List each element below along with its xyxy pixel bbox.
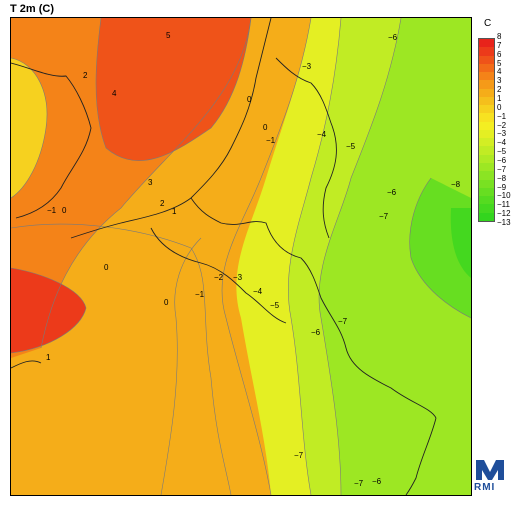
contour-label: 1	[46, 353, 51, 362]
legend-tick-label: −5	[497, 147, 507, 157]
legend-tick-label: −13	[497, 218, 511, 227]
rmi-logo-icon	[476, 460, 504, 480]
coastlines-borders	[11, 18, 437, 495]
contour-label: 1	[172, 207, 177, 216]
contour-label: −6	[311, 328, 321, 337]
legend-tick-label: −3	[497, 129, 507, 139]
contour-label: −7	[379, 212, 389, 221]
legend-tick-label: −1	[497, 111, 507, 121]
legend-swatch	[479, 138, 494, 147]
band-coldest	[450, 208, 471, 278]
legend-tick-label: −6	[497, 156, 507, 165]
legend-tick-label: 3	[497, 76, 502, 86]
legend-tick-label: −7	[497, 164, 507, 174]
contour-label: −5	[270, 301, 280, 310]
logo-text: RMI	[474, 482, 496, 493]
legend-tick-label: 1	[497, 94, 502, 103]
legend-swatch	[479, 154, 494, 163]
legend-tick-label: 5	[497, 58, 502, 68]
legend-tick-label: −11	[497, 200, 510, 210]
contour-label: −6	[372, 477, 382, 486]
legend-tick-label: −12	[497, 209, 511, 219]
legend-swatch	[479, 80, 494, 89]
legend-swatch	[479, 212, 494, 221]
band-cool-west	[11, 58, 47, 198]
legend-swatch	[479, 47, 494, 56]
map-title: T 2m (C)	[10, 3, 54, 15]
legend-tick-label: 6	[497, 49, 502, 59]
contour-label: −1	[266, 136, 276, 145]
legend-swatch	[479, 96, 494, 106]
temperature-map: 5 4 3 2 2 1 0 −1 0 0 1 −1 −2 −3 −4 −5 −6…	[10, 17, 472, 496]
legend-tick-label: 8	[497, 32, 502, 41]
contour-label: 2	[160, 199, 165, 208]
legend-tick-label: 0	[497, 102, 502, 112]
band-5	[318, 18, 471, 495]
contour-label: −6	[388, 33, 398, 42]
contour-label: 3	[148, 178, 153, 187]
contour-label: −1	[195, 290, 205, 299]
contour-label: −1	[47, 206, 57, 215]
legend-swatch	[479, 146, 494, 155]
legend-swatch	[479, 179, 494, 188]
legend-swatch	[479, 162, 494, 172]
contour-label: 0	[164, 298, 169, 307]
legend-swatch	[479, 196, 494, 205]
contour-label: −2	[214, 273, 224, 282]
contour-label: 0	[62, 206, 67, 215]
legend-swatch	[479, 204, 494, 213]
contour-label: 0	[104, 263, 109, 272]
band-warm-southwest	[11, 268, 86, 353]
contour-lines	[11, 18, 471, 495]
legend-tick-label: −2	[497, 120, 507, 130]
legend-swatch	[479, 55, 494, 64]
legend-swatch	[479, 105, 494, 114]
contour-label: −4	[317, 130, 327, 139]
legend-swatch	[479, 63, 494, 73]
legend-swatch	[479, 72, 494, 81]
contour-label: −7	[338, 317, 348, 326]
contour-label: −3	[233, 273, 243, 282]
legend-tick-label: −9	[497, 182, 507, 192]
contour-label-group: 5 4 3 2 2 1 0 −1 0 0 1 −1 −2 −3 −4 −5 −6…	[46, 31, 461, 488]
legend-tick-label: 4	[497, 67, 502, 77]
legend-swatch	[479, 187, 494, 197]
contour-label: −3	[302, 62, 312, 71]
contour-label: −7	[294, 451, 304, 460]
legend-swatch	[479, 171, 494, 180]
legend-tick-label: −10	[497, 191, 511, 201]
contour-label: 0	[247, 95, 252, 104]
legend-swatch	[479, 129, 494, 139]
contour-label: −5	[346, 142, 356, 151]
legend-tick-label: −4	[497, 138, 507, 148]
legend-swatch	[479, 39, 494, 48]
contour-label: −6	[387, 188, 397, 197]
contour-label: −4	[253, 287, 263, 296]
map-canvas: 5 4 3 2 2 1 0 −1 0 0 1 −1 −2 −3 −4 −5 −6…	[11, 18, 471, 495]
legend-tick-label: −8	[497, 173, 507, 183]
legend-swatch	[479, 121, 494, 130]
color-legend	[478, 38, 495, 222]
contour-label: −7	[354, 479, 364, 488]
contour-label: 5	[166, 31, 171, 40]
contour-label: 2	[83, 71, 88, 80]
legend-tick-label: 2	[497, 85, 502, 95]
band-warm-north	[96, 18, 251, 161]
contour-label: −8	[451, 180, 461, 189]
contour-label: 0	[263, 123, 268, 132]
legend-swatch	[479, 113, 494, 122]
legend-unit: C	[484, 18, 492, 29]
legend-swatch	[479, 88, 494, 97]
contour-label: 4	[112, 89, 117, 98]
legend-tick-label: 7	[497, 40, 502, 50]
